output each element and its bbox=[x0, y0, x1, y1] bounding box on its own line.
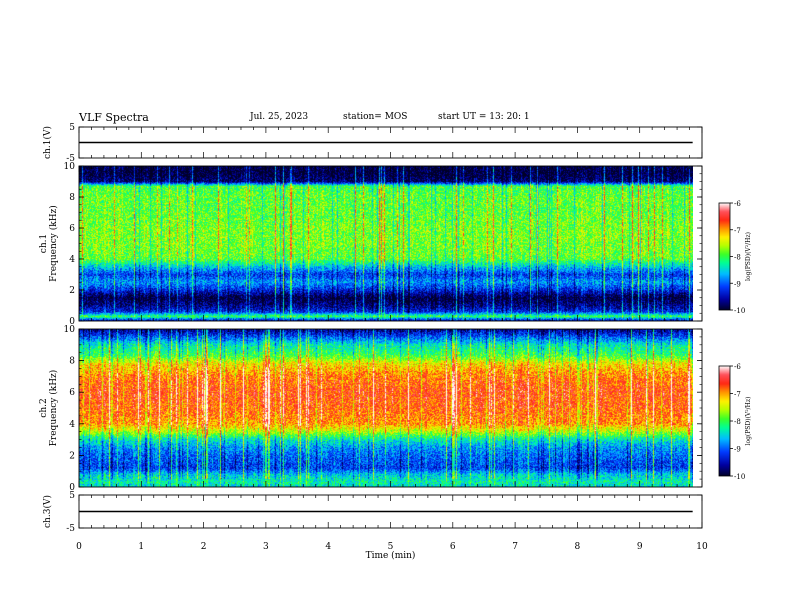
y-axis-label-channel: ch.2 bbox=[39, 398, 49, 417]
x-tick-label: 0 bbox=[76, 542, 82, 552]
colorbar-1 bbox=[719, 203, 730, 310]
y-tick-label: -5 bbox=[66, 524, 75, 534]
x-tick-label: 7 bbox=[512, 542, 518, 552]
y-tick-label: 8 bbox=[69, 357, 75, 367]
x-tick-label: 9 bbox=[637, 542, 643, 552]
y-tick-label: 10 bbox=[64, 325, 76, 335]
colorbar-tick-label: -9 bbox=[734, 280, 741, 288]
y-axis-label-frequency: Frequency (kHz) bbox=[48, 205, 59, 282]
x-axis-label: Time (min) bbox=[366, 550, 416, 561]
y-tick-label: 8 bbox=[69, 193, 75, 203]
y-tick-label: 4 bbox=[69, 255, 75, 265]
y-tick-label: 10 bbox=[64, 162, 76, 172]
colorbar-2 bbox=[719, 366, 730, 476]
date-label: Jul. 25, 2023 bbox=[250, 112, 309, 122]
x-tick-label: 8 bbox=[575, 542, 581, 552]
colorbar-tick-label: -6 bbox=[734, 200, 741, 208]
y-axis-label-voltage: ch.1(V) bbox=[42, 126, 53, 159]
x-tick-label: 2 bbox=[201, 542, 207, 552]
y-tick-label: -5 bbox=[66, 154, 75, 164]
colorbar-tick-label: -8 bbox=[734, 254, 741, 262]
colorbar-label: log(PSD)(V²/Hz) bbox=[745, 397, 752, 446]
colorbar-tick-label: -6 bbox=[734, 363, 741, 371]
colorbar-tick-label: -9 bbox=[734, 446, 741, 454]
x-tick-label: 10 bbox=[696, 542, 708, 552]
colorbar-tick-label: -8 bbox=[734, 418, 741, 426]
y-tick-label: 6 bbox=[69, 388, 75, 398]
x-tick-label: 3 bbox=[263, 542, 269, 552]
y-tick-label: 0 bbox=[69, 317, 75, 327]
colorbar-tick-label: -7 bbox=[734, 227, 741, 235]
y-axis-label-voltage: ch.3(V) bbox=[42, 495, 53, 528]
y-tick-label: 5 bbox=[69, 123, 75, 133]
spectrogram-ch1 bbox=[79, 166, 693, 321]
y-axis-label-channel: ch.1 bbox=[39, 234, 49, 253]
y-tick-label: 4 bbox=[69, 420, 75, 430]
x-tick-label: 5 bbox=[388, 542, 394, 552]
x-tick-label: 4 bbox=[325, 542, 331, 552]
y-tick-label: 2 bbox=[69, 451, 75, 461]
chart-title: VLF Spectra bbox=[79, 111, 149, 124]
y-tick-label: 5 bbox=[69, 491, 75, 501]
x-tick-label: 6 bbox=[450, 542, 456, 552]
y-tick-label: 6 bbox=[69, 224, 75, 234]
colorbar-tick-label: -10 bbox=[734, 307, 745, 315]
start-time-label: start UT = 13: 20: 1 bbox=[438, 112, 530, 122]
x-tick-label: 1 bbox=[138, 542, 144, 552]
y-axis-label-frequency: Frequency (kHz) bbox=[48, 370, 59, 447]
spectrogram-ch2 bbox=[79, 329, 693, 487]
colorbar-label: log(PSD)(V²/Hz) bbox=[745, 232, 752, 281]
y-tick-label: 0 bbox=[69, 483, 75, 493]
y-tick-label: 2 bbox=[69, 286, 75, 296]
colorbar-tick-label: -10 bbox=[734, 473, 745, 481]
station-label: station= MOS bbox=[343, 112, 408, 122]
colorbar-tick-label: -7 bbox=[734, 391, 741, 399]
